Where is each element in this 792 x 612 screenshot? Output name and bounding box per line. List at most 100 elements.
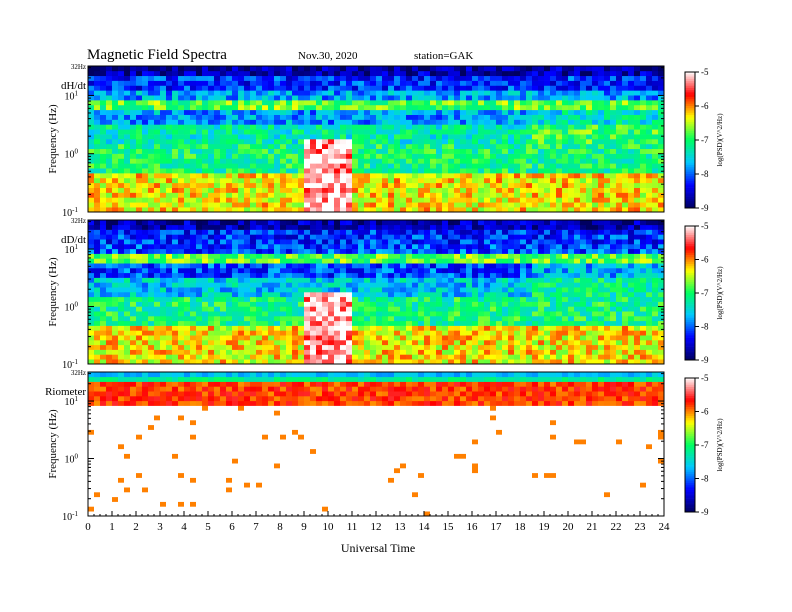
spectrogram-cell: [172, 296, 179, 302]
spectrogram-cell: [544, 75, 551, 81]
spectrogram-cell: [460, 234, 467, 240]
spectrogram-cell: [268, 335, 275, 341]
spectrogram-cell: [430, 129, 437, 135]
spectrogram-cell: [340, 282, 347, 288]
spectrogram-cell: [496, 139, 503, 145]
spectrogram-cell: [376, 282, 383, 288]
spectrogram-cell: [472, 168, 479, 174]
spectrogram-cell: [370, 354, 377, 360]
spectrogram-cell: [118, 296, 125, 302]
spectrogram-cell: [196, 248, 203, 254]
spectrogram-cell: [562, 75, 569, 81]
spectrogram-cell: [430, 311, 437, 317]
spectrogram-cell: [442, 134, 449, 140]
spectrogram-cell: [232, 277, 239, 283]
spectrogram-cell: [346, 268, 353, 274]
spectrogram-cell: [106, 229, 113, 235]
spectrogram-cell: [622, 119, 629, 125]
spectrogram-cell: [178, 75, 185, 81]
spectrogram-cell: [244, 359, 251, 365]
spectrogram-cell: [574, 124, 581, 130]
spectrogram-cell: [124, 163, 131, 169]
spectrogram-cell: [280, 359, 287, 365]
spectrogram-cell: [406, 224, 413, 230]
spectrogram-cell: [514, 109, 521, 115]
spectrogram-cell: [586, 202, 593, 208]
spectrogram-cell: [652, 148, 659, 154]
spectrogram-cell: [160, 124, 167, 130]
spectrogram-cell: [226, 100, 233, 106]
spectrogram-cell: [502, 168, 509, 174]
spectrogram-cell: [154, 139, 161, 145]
spectrogram-cell: [634, 95, 641, 101]
spectrogram-cell: [220, 177, 227, 184]
spectrogram-cell: [334, 104, 341, 111]
spectrogram-cell: [352, 344, 359, 350]
spectrogram-cell: [424, 277, 431, 283]
spectrogram-cell: [526, 66, 533, 72]
spectrogram-cell: [526, 104, 533, 111]
spectrogram-cell: [220, 272, 227, 278]
spectrogram-cell: [370, 85, 377, 91]
spectrogram-cell: [448, 104, 455, 111]
spectrogram-cell: [382, 90, 389, 96]
spectrogram-cell: [556, 143, 563, 150]
spectrogram-cell: [262, 187, 269, 193]
spectrogram-cell: [298, 320, 305, 326]
spectrogram-cell: [154, 229, 161, 235]
spectrogram-cell: [364, 316, 371, 322]
spectrogram-cell: [262, 354, 269, 360]
spectrogram-cell: [292, 224, 299, 230]
spectrogram-cell: [442, 119, 449, 125]
spectrogram-cell: [214, 263, 221, 269]
spectrogram-cell: [352, 330, 359, 336]
spectrogram-cell: [466, 306, 473, 312]
spectrogram-cell: [418, 202, 425, 208]
spectrogram-cell: [436, 124, 443, 130]
spectrogram-cell: [244, 306, 251, 312]
spectrogram-cell: [604, 177, 611, 184]
spectrogram-cell: [244, 282, 251, 288]
spectrogram-cell: [244, 187, 251, 193]
spectrogram-cell: [520, 80, 527, 86]
spectrogram-cell: [136, 173, 143, 179]
spectrogram-cell: [184, 268, 191, 274]
spectrogram-cell: [160, 207, 167, 213]
spectrogram-cell: [124, 143, 131, 150]
spectrogram-cell: [520, 114, 527, 120]
spectrogram-cell: [574, 95, 581, 101]
spectrogram-cell: [340, 85, 347, 91]
spectrogram-cell: [136, 85, 143, 91]
spectrogram-cell: [154, 177, 161, 184]
spectrogram-cell: [292, 148, 299, 154]
spectrogram-cell: [406, 277, 413, 283]
spectrogram-cell: [628, 124, 635, 130]
spectrogram-cell: [376, 239, 383, 245]
spectrogram-cell: [340, 202, 347, 208]
spectrogram-cell: [652, 109, 659, 115]
spectrogram-cell: [154, 335, 161, 341]
spectrogram-cell: [514, 158, 521, 164]
spectrogram-cell: [532, 85, 539, 91]
spectrogram-cell: [622, 148, 629, 154]
spectrogram-cell: [520, 100, 527, 106]
spectrogram-cell: [382, 229, 389, 235]
spectrogram-cell: [436, 75, 443, 81]
spectrogram-cell: [550, 134, 557, 140]
spectrogram-cell: [466, 207, 473, 213]
spectrogram-cell: [454, 349, 461, 355]
spectrogram-cell: [142, 277, 149, 283]
spectrogram-cell: [454, 359, 461, 365]
spectrogram-cell: [148, 330, 155, 336]
spectrogram-cell: [652, 177, 659, 184]
colorbar-segment: [685, 153, 695, 157]
spectrogram-cell: [136, 354, 143, 360]
spectrogram-cell: [328, 114, 335, 120]
spectrogram-cell: [208, 272, 215, 278]
spectrogram-cell: [88, 320, 95, 326]
spectrogram-cell: [196, 158, 203, 164]
spectrogram-cell: [130, 119, 137, 125]
spectrogram-cell: [100, 104, 107, 111]
spectrogram-cell: [376, 253, 383, 259]
